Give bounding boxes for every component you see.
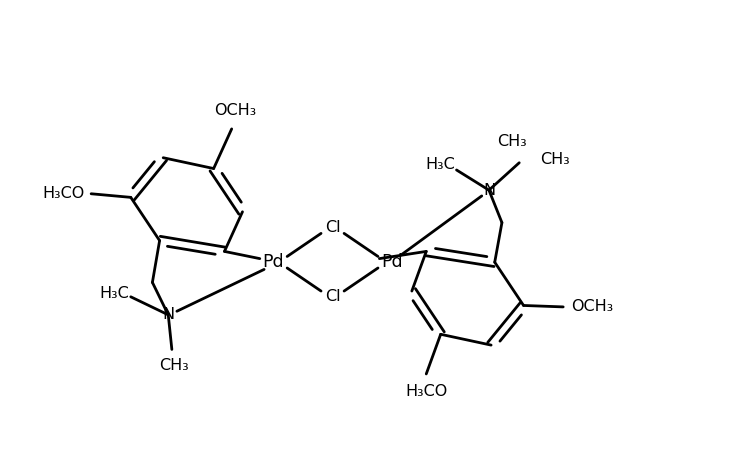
Text: OCH₃: OCH₃ <box>571 300 613 314</box>
Text: Cl: Cl <box>325 289 340 304</box>
Text: CH₃: CH₃ <box>497 134 527 149</box>
Text: H₃C: H₃C <box>99 286 129 301</box>
Text: Cl: Cl <box>325 220 340 235</box>
Text: Pd: Pd <box>382 253 403 271</box>
Text: H₃CO: H₃CO <box>42 186 85 201</box>
Text: H₃CO: H₃CO <box>405 384 447 400</box>
Text: OCH₃: OCH₃ <box>214 103 256 118</box>
Text: CH₃: CH₃ <box>540 152 570 167</box>
Text: N: N <box>483 182 495 198</box>
Text: Pd: Pd <box>262 253 283 271</box>
Text: N: N <box>162 307 174 322</box>
Text: CH₃: CH₃ <box>159 358 189 373</box>
Text: H₃C: H₃C <box>426 157 456 173</box>
